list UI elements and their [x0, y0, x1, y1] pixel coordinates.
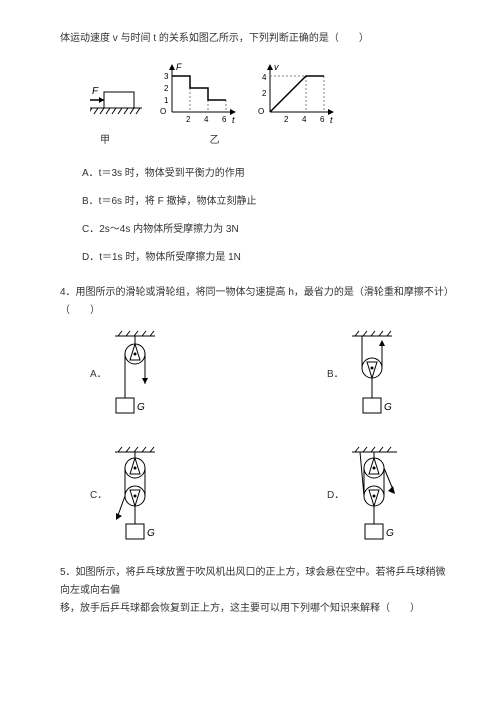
svg-text:4: 4 [204, 115, 209, 124]
svg-text:3: 3 [164, 72, 169, 81]
svg-text:O: O [258, 107, 264, 116]
q5-line1: 5．如图所示，将乒乓球放置于吹风机出风口的正上方，球会悬在空中。若将乒乓球稍微向… [60, 564, 450, 600]
q4-text: 4．用图所示的滑轮或滑轮组，将同一物体匀速提高 h，最省力的是（滑轮重和摩擦不计… [60, 284, 450, 320]
svg-text:G: G [147, 528, 155, 539]
svg-text:2: 2 [164, 84, 169, 93]
svg-text:G: G [384, 402, 392, 413]
q3-intro: 体运动速度 v 与时间 t 的关系如图乙所示，下列判断正确的是（ ） [60, 30, 450, 48]
q5: 5．如图所示，将乒乓球放置于吹风机出风口的正上方，球会悬在空中。若将乒乓球稍微向… [60, 564, 450, 618]
svg-text:t: t [232, 115, 235, 125]
svg-text:2: 2 [262, 89, 267, 98]
svg-text:v: v [274, 62, 279, 72]
figure-row: F F t O 1 2 3 2 4 6 [90, 62, 450, 126]
svg-text:4: 4 [262, 73, 267, 82]
label-jia: 甲 [100, 135, 110, 146]
q3-option-c: C．2s～4s 内物体所受摩擦力为 3N [82, 220, 450, 240]
figure-labels: 甲 乙 [100, 132, 450, 150]
label-yi: 乙 [210, 135, 220, 146]
svg-text:6: 6 [320, 115, 325, 124]
svg-text:G: G [386, 528, 394, 539]
graph-velocity-time: v t O 2 4 2 4 6 [252, 62, 338, 126]
label-a: A． [90, 366, 102, 384]
svg-text:F: F [92, 86, 99, 97]
q5-line2: 移，放手后乒乓球都会恢复到正上方，这主要可以用下列哪个知识来解释（ ） [60, 600, 450, 618]
svg-text:O: O [160, 107, 166, 116]
q3-option-d: D．t＝1s 时，物体所受摩擦力是 1N [82, 248, 450, 268]
pulley-grid: A． G B． G [90, 330, 450, 546]
figure-jia: F [90, 82, 142, 126]
label-c: C． [90, 487, 102, 505]
svg-text:4: 4 [302, 115, 307, 124]
svg-text:G: G [137, 402, 145, 413]
svg-text:F: F [176, 62, 182, 72]
svg-text:2: 2 [186, 115, 191, 124]
label-d: D． [327, 487, 339, 505]
pulley-b: B． G [327, 330, 450, 420]
pulley-d: D． G [327, 446, 450, 546]
svg-text:6: 6 [222, 115, 227, 124]
svg-text:1: 1 [164, 96, 169, 105]
pulley-a: A． G [90, 330, 207, 420]
svg-text:t: t [330, 115, 333, 125]
svg-text:2: 2 [284, 115, 289, 124]
q3-option-b: B．t＝6s 时，将 F 撤掉，物体立刻静止 [82, 192, 450, 212]
graph-force-time: F t O 1 2 3 2 4 6 [154, 62, 240, 126]
q3-option-a: A．t＝3s 时，物体受到平衡力的作用 [82, 164, 450, 184]
label-b: B． [327, 366, 339, 384]
pulley-c: C． G [90, 446, 207, 546]
